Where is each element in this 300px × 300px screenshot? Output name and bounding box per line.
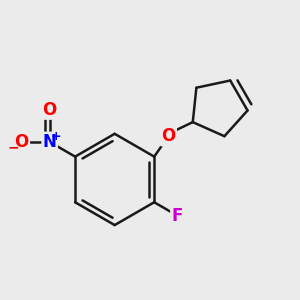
Text: N: N bbox=[43, 133, 57, 151]
Text: O: O bbox=[14, 133, 29, 151]
Text: O: O bbox=[161, 127, 176, 145]
Text: −: − bbox=[8, 140, 19, 154]
Text: +: + bbox=[51, 130, 62, 143]
Text: F: F bbox=[172, 206, 183, 224]
Text: O: O bbox=[43, 100, 57, 118]
